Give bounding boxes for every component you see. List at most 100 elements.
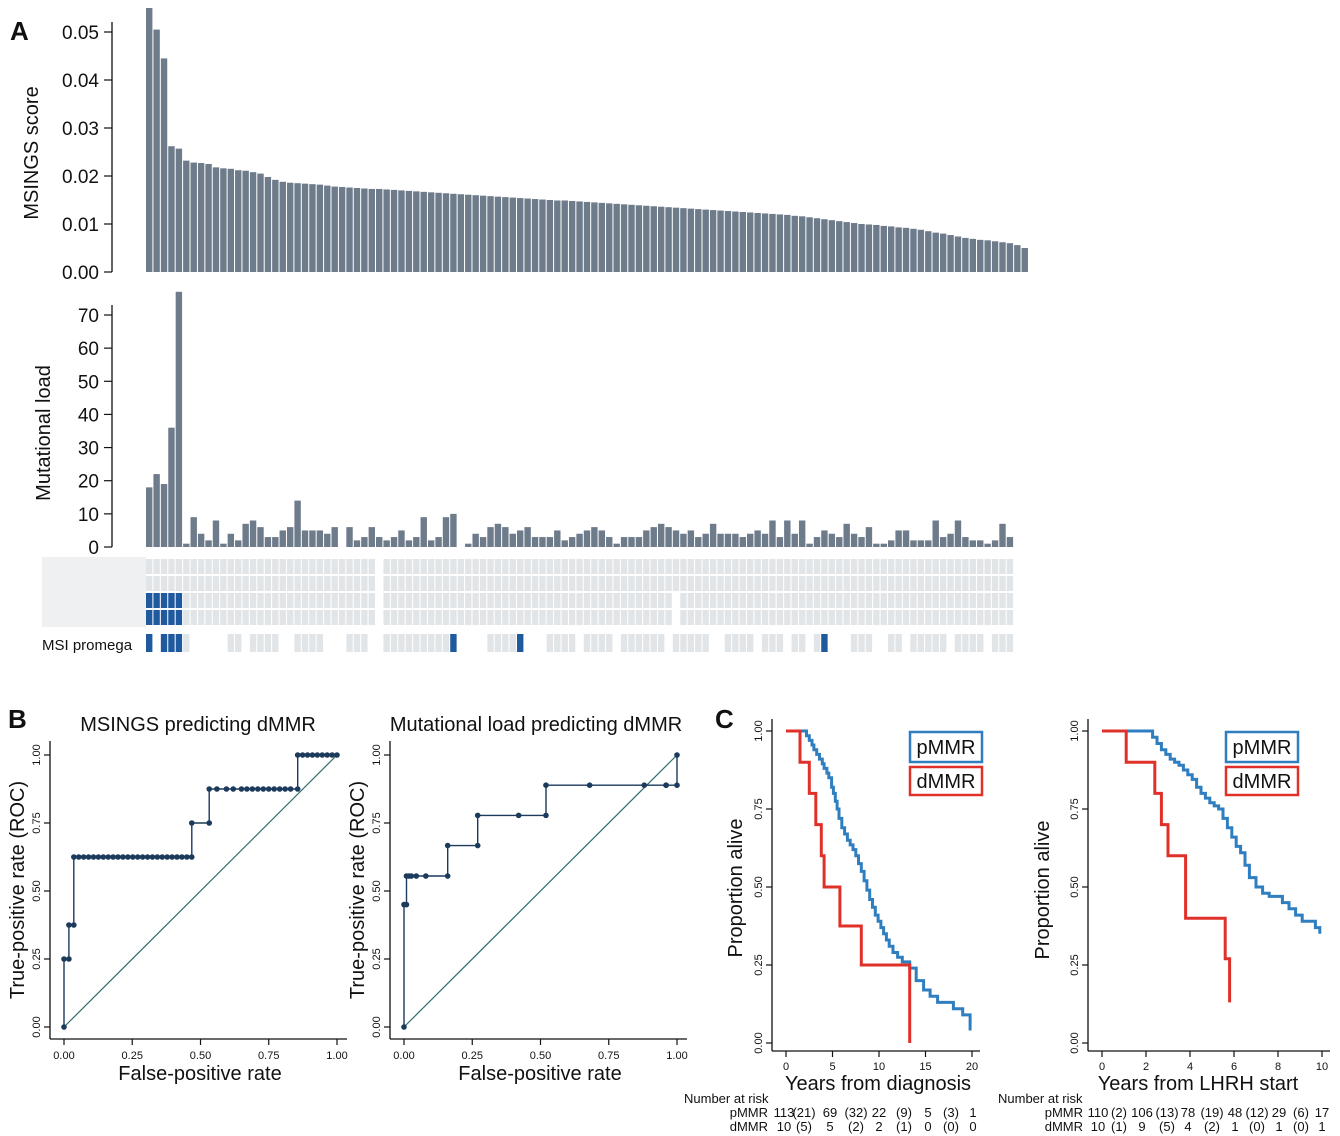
- bar: [450, 193, 457, 272]
- risk-value: 1: [1231, 1119, 1238, 1134]
- bar: [413, 191, 420, 272]
- bar: [798, 216, 806, 272]
- grid-cell: [435, 576, 442, 591]
- grid-cell: [383, 593, 390, 608]
- grid-cell: [806, 610, 813, 625]
- x-tick-label: 0.50: [530, 1050, 551, 1062]
- grid-cell: [405, 559, 413, 574]
- grid-cell: [635, 593, 643, 608]
- grid-cell: [494, 559, 502, 574]
- grid-cell: [457, 610, 465, 625]
- y-tick-label: 0.25: [1069, 954, 1081, 975]
- bar: [836, 221, 843, 272]
- bar: [791, 533, 798, 547]
- bar: [747, 212, 754, 272]
- bar: [376, 537, 383, 547]
- bar: [895, 227, 902, 272]
- bar: [925, 231, 932, 272]
- grid-cell: [791, 610, 798, 625]
- risk-value: 5: [924, 1105, 931, 1120]
- grid-cell: [606, 559, 613, 574]
- grid-cell: [220, 593, 227, 608]
- grid-cell: [791, 593, 798, 608]
- roc-point: [66, 956, 72, 962]
- grid-cell: [576, 576, 583, 591]
- bar: [695, 537, 702, 547]
- bar: [472, 533, 479, 547]
- x-tick-label: 20: [966, 1061, 978, 1073]
- bar: [836, 537, 843, 547]
- grid-cell: [346, 593, 353, 608]
- x-tick-label: 5: [829, 1061, 835, 1073]
- grid-cell: [798, 610, 806, 625]
- bar: [376, 188, 383, 272]
- grid-cell: [977, 576, 984, 591]
- bar: [902, 530, 910, 547]
- grid-cell: [294, 559, 301, 574]
- bar: [153, 29, 160, 272]
- grid-cell: [301, 576, 309, 591]
- grid-cell: [680, 576, 687, 591]
- grid-cell: [242, 576, 249, 591]
- bar: [821, 530, 828, 547]
- bar: [969, 540, 977, 547]
- grid-cell: [695, 576, 702, 591]
- grid-cell: [657, 610, 665, 625]
- roc-point: [188, 820, 195, 826]
- risk-table-title: Number at risk: [684, 1091, 769, 1106]
- grid-cell: [353, 610, 361, 625]
- roc-point: [271, 786, 278, 792]
- grid-cell: [917, 593, 925, 608]
- grid-cell: [554, 576, 561, 591]
- x-tick-label: 10: [1316, 1061, 1328, 1073]
- roc-point: [164, 854, 170, 860]
- bar: [546, 200, 554, 272]
- bar: [257, 173, 264, 272]
- bar: [613, 203, 620, 272]
- grid-cell-positive: [168, 610, 175, 625]
- roc-point: [230, 786, 237, 792]
- grid-cell: [657, 576, 665, 591]
- roc-point: [105, 854, 112, 860]
- bar: [249, 520, 257, 547]
- bar: [146, 487, 153, 547]
- roc-mutload-title: Mutational load predicting dMMR: [390, 714, 682, 736]
- bar: [665, 207, 672, 272]
- bar: [457, 194, 465, 272]
- roc-point: [184, 854, 190, 860]
- grid-cell: [242, 610, 249, 625]
- grid-cell: [450, 593, 457, 608]
- risk-row-label: pMMR: [1045, 1105, 1083, 1120]
- grid-cell: [576, 559, 583, 574]
- grid-cell: [583, 634, 591, 652]
- y-tick-label: 0.00: [31, 1016, 43, 1037]
- grid-cell: [858, 610, 865, 625]
- grid-cell: [435, 559, 442, 574]
- x-tick-label: 0.00: [393, 1050, 414, 1062]
- grid-cell: [650, 576, 657, 591]
- bar: [739, 537, 746, 547]
- x-tick-label: 10: [873, 1061, 885, 1073]
- grid-cell: [524, 593, 531, 608]
- bar: [680, 208, 687, 272]
- grid-cell: [925, 559, 932, 574]
- y-tick-label: 0: [88, 538, 99, 559]
- bar: [212, 167, 220, 272]
- grid-cell: [494, 610, 502, 625]
- grid-cell: [702, 634, 709, 652]
- roc-point: [169, 854, 175, 860]
- risk-value: 1: [969, 1105, 976, 1120]
- grid-cell: [205, 593, 212, 608]
- grid-label-background: [42, 557, 146, 627]
- bar: [494, 196, 502, 272]
- grid-cell: [509, 634, 516, 652]
- roc-point: [474, 842, 481, 849]
- grid-cell: [813, 634, 821, 652]
- reference-diagonal: [63, 754, 338, 1028]
- grid-cell: [821, 559, 828, 574]
- grid-cell: [606, 610, 613, 625]
- x-tick-label: 8: [1275, 1061, 1281, 1073]
- grid-cell: [420, 634, 427, 652]
- grid-cell: [895, 610, 902, 625]
- grid-cell: [249, 576, 257, 591]
